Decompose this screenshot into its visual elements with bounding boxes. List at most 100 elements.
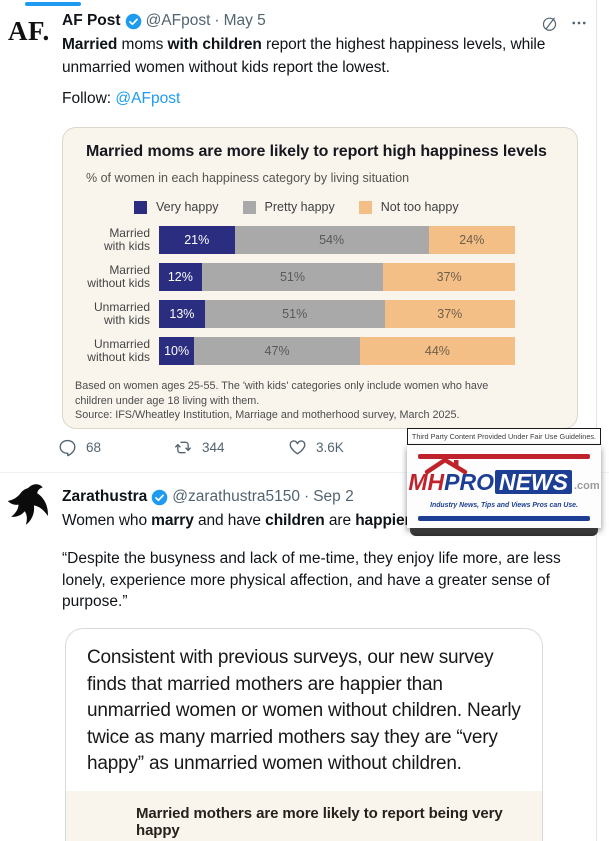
text-segment: with children (167, 36, 262, 53)
top-progress-bar (25, 2, 81, 6)
bar-segment: 54% (234, 226, 429, 254)
follow-handle-link[interactable]: @AFpost (115, 90, 181, 107)
chart-bars: Married with kids 21% 54% 24% Married without … (63, 226, 577, 365)
logo-tagline: Industry News, Tips and Views Pros can U… (430, 502, 578, 509)
display-name[interactable]: AF Post (62, 12, 121, 29)
bar-segment: 12% (159, 263, 202, 291)
bar-row: Unmarried with kids 13% 51% 37% (63, 300, 577, 328)
logo-mh: MH (408, 469, 445, 495)
survey-excerpt-card[interactable]: Consistent with previous surveys, our ne… (65, 628, 543, 841)
bar-segment: 44% (359, 337, 515, 365)
bar-segment: 37% (383, 263, 515, 291)
logo-blue-bar (418, 516, 590, 521)
text-segment: children (265, 512, 325, 529)
bar-row: Married without kids 12% 51% 37% (63, 263, 577, 291)
bar-segment: 51% (201, 263, 384, 291)
text-segment: Women who (62, 512, 152, 529)
text-segment: happier. (355, 512, 414, 529)
legend-swatch (358, 200, 372, 214)
mhpronews-logo-box: MH PRO NEWS .com Industry News, Tips and Vi… (407, 445, 601, 528)
inner-chart-title: Married mothers are more likely to repor… (136, 804, 503, 839)
separator-dot: · (214, 12, 220, 29)
tweet-actions (541, 14, 588, 32)
chart-subtitle: % of women in each happiness category by… (86, 171, 410, 185)
user-handle[interactable]: @zarathustra5150 (172, 488, 301, 505)
avatar-crow-icon[interactable] (6, 483, 53, 530)
stacked-bar: 10% 47% 44% (159, 337, 515, 365)
logo-red-bar (418, 454, 590, 459)
bar-segment: 47% (194, 337, 360, 365)
legend-swatch (134, 200, 147, 214)
house-roof-icon (424, 457, 468, 474)
bar-row: Unmarried without kids 10% 47% 44% (63, 337, 577, 365)
tweet-quote-text: “Despite the busyness and lack of me-tim… (62, 550, 561, 610)
verified-badge-icon (125, 13, 141, 29)
repost-button[interactable]: 344 (173, 438, 288, 457)
stacked-bar: 21% 54% 24% (159, 226, 515, 254)
follow-label: Follow: (62, 90, 112, 107)
chart-legend: Very happy Pretty happy Not too happy (134, 200, 577, 214)
logo-pro: PRO (444, 469, 494, 495)
text-segment: moms (117, 36, 168, 53)
text-segment: and have (193, 512, 266, 529)
stacked-bar: 12% 51% 37% (159, 263, 515, 291)
legend-label: Very happy (156, 200, 219, 214)
legend-item: Not too happy (358, 200, 459, 214)
repost-count: 344 (202, 440, 225, 455)
legend-label: Pretty happy (264, 200, 335, 214)
tweet-header: Zarathustra @zarathustra5150 · Sep 2 (62, 488, 354, 506)
legend-label: Not too happy (380, 200, 459, 214)
bar-row: Married with kids 21% 54% 24% (63, 226, 577, 254)
bar-segment: 13% (159, 300, 205, 328)
legend-item: Very happy (134, 200, 219, 214)
reply-button[interactable]: 68 (58, 438, 173, 457)
bar-category-label: Unmarried without kids (87, 336, 150, 364)
tweet-text: Married moms with children report the hi… (62, 33, 590, 79)
reply-count: 68 (86, 440, 102, 455)
text-segment: marry (151, 512, 194, 529)
bar-category-label: Married without kids (87, 262, 150, 290)
inner-chart-header: Married mothers are more likely to repor… (66, 790, 542, 841)
follow-line: Follow: @AFpost (62, 90, 180, 108)
text-segment: report the highest happiness levels, whi… (62, 36, 546, 76)
tweet-header: AF Post @AFpost · May 5 (62, 12, 266, 30)
logo-dotcom: .com (573, 480, 600, 492)
more-options-icon[interactable] (570, 14, 588, 32)
separator-dot: · (304, 488, 310, 505)
text-segment: are (324, 512, 356, 529)
repost-icon (175, 441, 191, 454)
fair-use-disclaimer: Third Party Content Provided Under Fair … (407, 428, 601, 445)
stacked-bar: 13% 51% 37% (159, 300, 515, 328)
bar-category-label: Unmarried with kids (93, 299, 150, 327)
bar-segment: 24% (428, 226, 515, 254)
survey-excerpt-text: Consistent with previous surveys, our ne… (87, 647, 521, 774)
avatar[interactable]: AF. (8, 16, 50, 46)
like-icon (289, 440, 306, 455)
display-name[interactable]: Zarathustra (62, 488, 148, 505)
bar-segment: 21% (159, 226, 235, 254)
verified-badge-icon (151, 489, 168, 505)
mhpronews-watermark: Third Party Content Provided Under Fair … (407, 428, 601, 536)
user-handle[interactable]: @AFpost (145, 12, 211, 29)
bar-segment: 37% (384, 300, 515, 328)
engagement-bar: 68 344 3.6K (58, 438, 403, 457)
mhpronews-logo: MH PRO NEWS .com (408, 457, 600, 495)
like-button[interactable]: 3.6K (288, 438, 403, 457)
bar-category-label: Married with kids (103, 225, 150, 253)
chart-image-card[interactable]: Married moms are more likely to report h… (62, 127, 578, 429)
tweet-divider (0, 472, 609, 473)
chart-title: Married moms are more likely to report h… (86, 143, 547, 160)
chart-footnote: Based on women ages 25-55. The 'with kid… (75, 380, 489, 421)
legend-item: Pretty happy (242, 200, 335, 214)
reply-icon (59, 439, 76, 457)
text-segment: Married (62, 36, 118, 53)
bar-segment: 10% (159, 337, 195, 365)
tweet-date[interactable]: Sep 2 (313, 488, 354, 505)
bar-segment: 51% (204, 300, 385, 328)
legend-swatch (242, 200, 256, 214)
logo-news: NEWS (494, 470, 572, 494)
grok-actions-icon[interactable] (541, 15, 558, 32)
window-right-edge (596, 0, 597, 841)
tweet-date[interactable]: May 5 (223, 12, 266, 29)
overlay-curl-shadow (410, 528, 598, 536)
